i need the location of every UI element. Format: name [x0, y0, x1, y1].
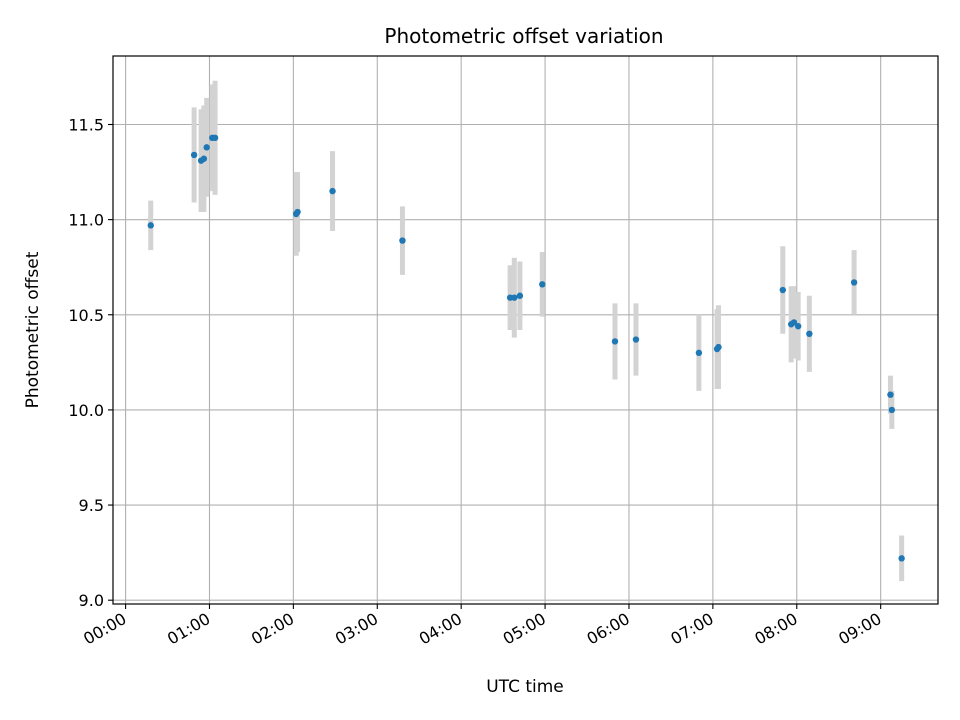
data-point: [211, 134, 219, 142]
data-point: [203, 144, 210, 151]
data-point: [399, 237, 406, 244]
data-points: [147, 134, 905, 562]
data-point: [294, 208, 301, 216]
data-point: [511, 294, 518, 301]
y-tick-label: 11.0: [68, 211, 104, 230]
x-axis-title: UTC time: [486, 677, 564, 697]
y-tick-label: 10.5: [68, 306, 104, 325]
y-tick-label: 9.0: [79, 591, 104, 610]
plot-frame: [112, 55, 939, 605]
data-point: [850, 279, 858, 286]
data-point: [695, 349, 703, 357]
y-axis: 9.0 9.5 10.0 10.5 11.0 11.5: [68, 116, 113, 610]
data-point: [539, 281, 546, 288]
chart-title: Photometric offset variation: [384, 24, 663, 48]
data-point: [779, 286, 786, 294]
data-point: [898, 555, 905, 562]
y-tick-label: 10.0: [68, 401, 104, 420]
data-point: [794, 322, 802, 330]
y-tick-label: 9.5: [79, 496, 104, 515]
data-point: [516, 292, 524, 299]
y-tick-label: 11.5: [68, 116, 104, 135]
data-point: [632, 336, 640, 343]
data-point: [190, 151, 198, 159]
data-point: [200, 155, 208, 162]
data-point: [147, 222, 154, 229]
data-point: [715, 343, 722, 351]
data-point: [887, 391, 894, 398]
data-point: [790, 319, 798, 326]
data-point: [611, 338, 619, 345]
data-point: [888, 406, 896, 414]
data-point: [806, 330, 813, 338]
data-point: [329, 187, 336, 195]
y-axis-title: Photometric offset: [23, 251, 43, 408]
